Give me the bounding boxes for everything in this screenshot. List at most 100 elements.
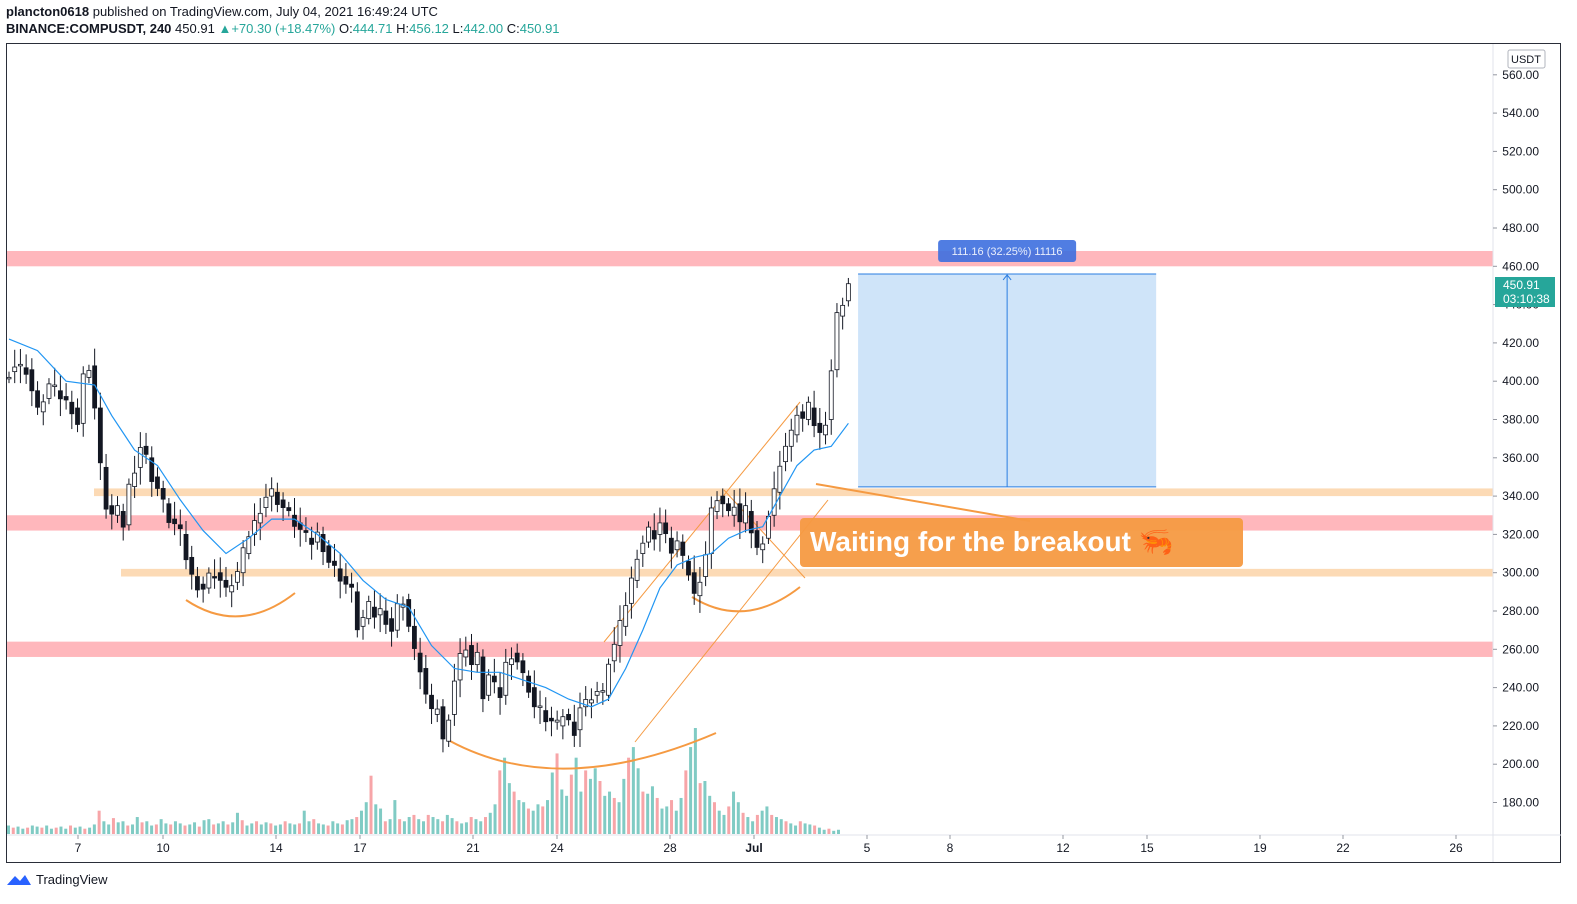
candle-up <box>6 376 12 380</box>
volume-bar <box>59 826 63 834</box>
volume-bar <box>579 791 583 834</box>
high-label: H: <box>396 21 410 36</box>
candle-down <box>166 503 172 523</box>
candle-up <box>257 512 263 524</box>
price-tick-label: 520.00 <box>1502 144 1539 158</box>
candle-up <box>634 558 640 581</box>
volume-bar <box>460 823 464 834</box>
volume-bar <box>88 827 92 834</box>
volume-bar <box>259 824 263 834</box>
time-tick-label: 17 <box>353 841 367 855</box>
volume-bar <box>169 824 173 834</box>
volume-bar <box>693 728 697 834</box>
volume-bar <box>727 806 731 834</box>
last-price-tag-value: 450.91 <box>1503 278 1540 292</box>
volume-bar <box>526 808 530 834</box>
volume-bar <box>474 819 478 834</box>
volume-bar <box>736 802 740 834</box>
volume-bar <box>116 822 120 834</box>
volume-bar <box>569 774 573 834</box>
volume-bar <box>450 818 454 834</box>
high-value: 456.12 <box>409 21 449 36</box>
candle-up <box>783 445 788 463</box>
callout-text: Waiting for the breakout 🦐 <box>810 526 1174 557</box>
candle-up <box>611 643 617 662</box>
volume-bar <box>212 824 216 834</box>
volume-bar <box>350 819 354 834</box>
volume-bar <box>455 821 459 834</box>
volume-bar <box>622 778 626 834</box>
candle-up <box>600 690 606 693</box>
volume-bar <box>40 827 44 834</box>
zone-resistance-0 <box>7 250 1493 267</box>
candle-down <box>109 505 115 515</box>
volume-bar <box>278 824 282 834</box>
candle-up <box>697 581 703 597</box>
candle-down <box>726 503 731 512</box>
volume-bar <box>612 797 616 834</box>
ma-layer <box>8 338 849 708</box>
volume-bar <box>484 817 487 834</box>
candle-up <box>714 500 720 512</box>
volume-bar <box>312 819 316 834</box>
time-axis: 7 10 14 17 21 24 28 Jul 5 8 12 15 19 22 26 <box>7 834 1561 855</box>
footer-brand-label: TradingView <box>36 872 108 887</box>
volume-bar <box>35 826 39 834</box>
volume-bar <box>336 823 340 834</box>
candle-down <box>23 367 29 375</box>
time-tick-label: 21 <box>466 841 480 855</box>
volume-bar <box>340 824 344 834</box>
time-tick-label: 5 <box>864 841 871 855</box>
volume-bar <box>49 828 53 834</box>
candle-up <box>229 585 235 593</box>
price-tick-label: 360.00 <box>1502 451 1539 465</box>
volume-bar <box>512 791 516 834</box>
candle-up <box>451 680 457 715</box>
candle-down <box>292 514 297 527</box>
volume-bar <box>803 823 807 834</box>
candle-down <box>189 556 195 575</box>
candles-layer <box>6 277 851 753</box>
volume-bar <box>770 814 774 834</box>
price-tick-label: 560.00 <box>1502 68 1539 82</box>
volume-bar <box>388 819 392 834</box>
footer-brand[interactable]: TradingView <box>6 872 108 887</box>
volume-bar <box>665 806 669 834</box>
candle-up <box>583 699 589 708</box>
candle-up <box>823 424 828 436</box>
volume-bar <box>684 770 688 834</box>
volume-bar <box>588 778 592 834</box>
volume-bar <box>221 821 225 834</box>
time-tick-label: 26 <box>1449 841 1463 855</box>
drawings-layer <box>185 401 829 770</box>
candle-up <box>86 370 92 378</box>
publisher-name[interactable]: plancton0618 <box>6 4 90 19</box>
candle-up <box>788 429 794 447</box>
candle-up <box>509 658 514 666</box>
last-price: 450.91 <box>175 21 215 36</box>
time-tick-label: 14 <box>269 841 283 855</box>
volume-bar <box>674 810 678 834</box>
price-tick-label: 280.00 <box>1502 604 1539 618</box>
price-tick-label: 480.00 <box>1502 221 1539 235</box>
volume-bar <box>522 802 526 834</box>
candle-down <box>349 583 355 588</box>
volume-bar <box>359 810 363 834</box>
time-tick-label: 28 <box>663 841 677 855</box>
volume-bar <box>603 795 607 834</box>
candle-up <box>606 663 611 696</box>
candle-down <box>217 572 223 581</box>
candle-down <box>286 507 292 512</box>
volume-bar <box>250 823 254 834</box>
candle-down <box>354 591 360 631</box>
volume-bar <box>145 821 149 834</box>
candle-down <box>691 572 697 594</box>
volume-bar <box>722 814 726 834</box>
price-tick-label: 300.00 <box>1502 566 1539 580</box>
volume-bar <box>331 821 335 834</box>
candle-down <box>97 407 103 464</box>
candle-up <box>646 526 651 543</box>
volume-bar <box>598 781 602 834</box>
volume-bar <box>498 770 502 834</box>
